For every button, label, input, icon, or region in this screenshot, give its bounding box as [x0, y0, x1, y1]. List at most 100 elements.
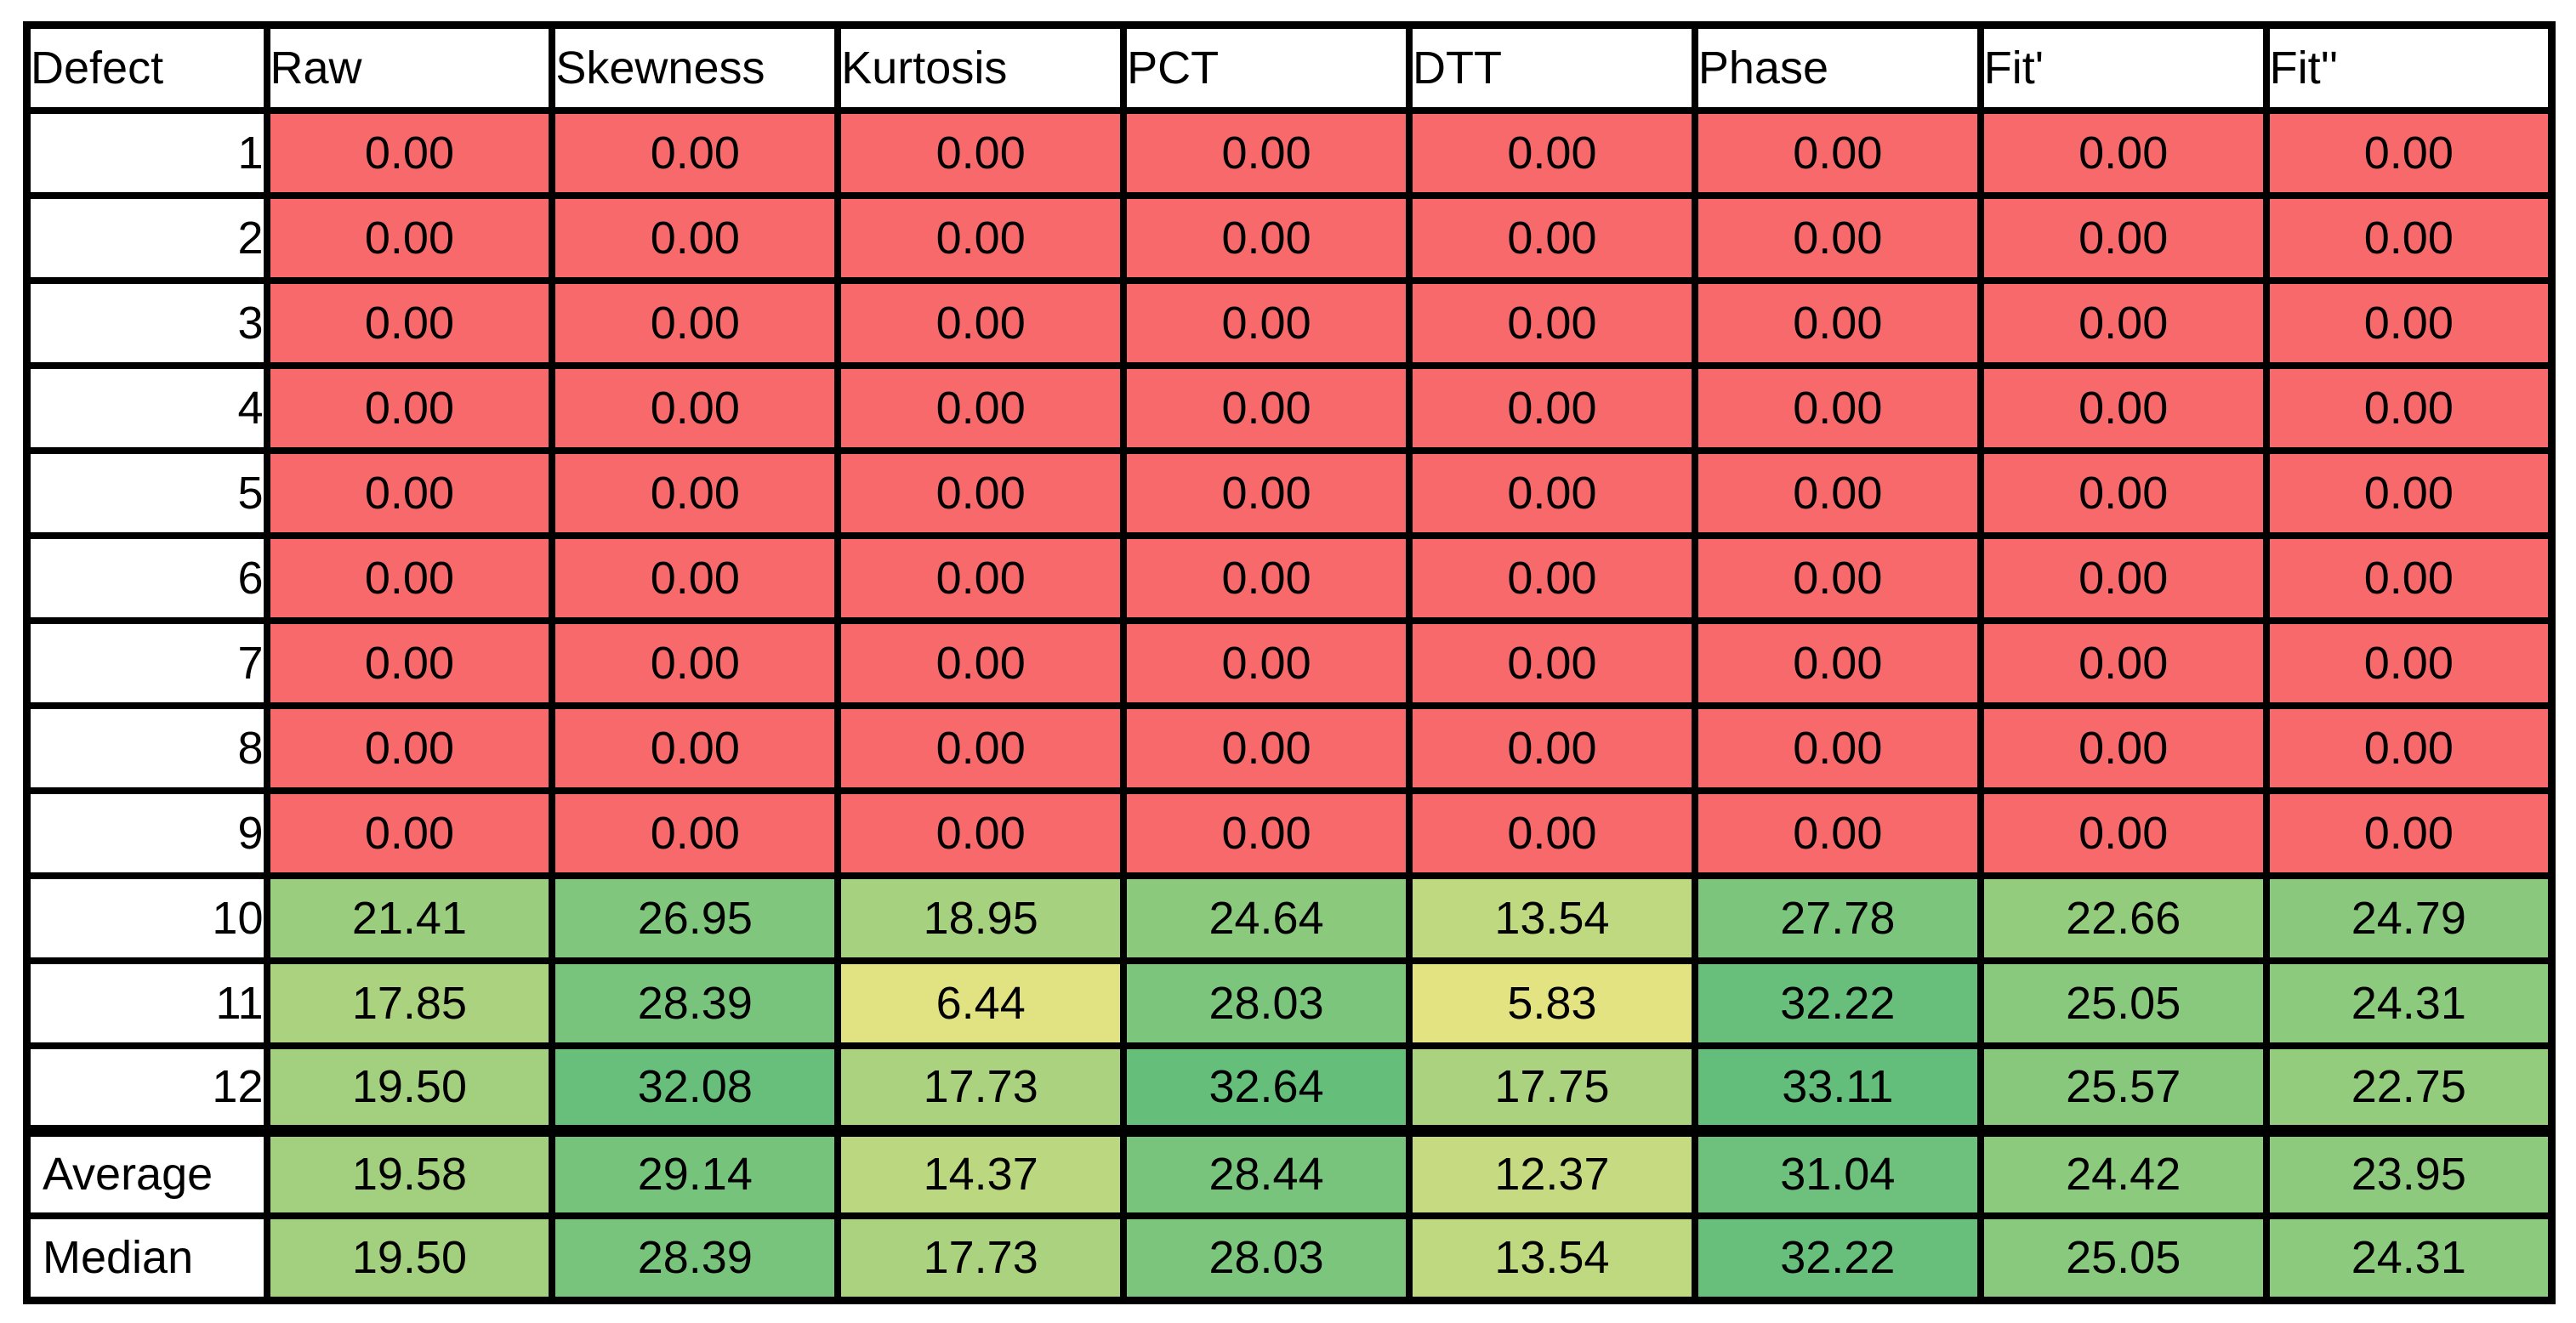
value-cell: 19.50	[263, 1212, 556, 1304]
column-header-8: Fit''	[2262, 21, 2556, 114]
table-row-4: 4 0.00 0.00 0.00 0.00 0.00 0.00 0.00 0.00	[23, 361, 2556, 454]
value-cell: 0.00	[549, 531, 842, 624]
value-cell: 0.00	[263, 616, 556, 709]
value-cell: 25.05	[1976, 1212, 2270, 1304]
value-cell: 29.14	[549, 1124, 842, 1219]
value-cell: 28.03	[1120, 957, 1413, 1049]
value-cell: 19.50	[263, 1042, 556, 1134]
column-header-2: Skewness	[549, 21, 842, 114]
value-cell: 0.00	[1976, 276, 2270, 369]
value-cell: 0.00	[834, 361, 1128, 454]
column-header-0: Defect	[23, 21, 270, 114]
value-cell: 0.00	[2262, 191, 2556, 284]
value-cell: 0.00	[263, 446, 556, 539]
value-cell: 0.00	[549, 701, 842, 794]
row-label-average: Average	[23, 1124, 270, 1219]
value-cell: 5.83	[1406, 957, 1698, 1049]
value-cell: 18.95	[834, 872, 1128, 964]
defect-metrics-table: Defect Raw Skewness Kurtosis PCT DTT Phase Fit'…	[23, 21, 2556, 1304]
column-header-5: DTT	[1406, 21, 1698, 114]
value-cell: 0.00	[1406, 531, 1698, 624]
value-cell: 0.00	[2262, 446, 2556, 539]
table-row-1: 1 0.00 0.00 0.00 0.00 0.00 0.00 0.00 0.00	[23, 106, 2556, 199]
table-row-3: 3 0.00 0.00 0.00 0.00 0.00 0.00 0.00 0.00	[23, 276, 2556, 369]
spreadsheet-sheet: Defect Raw Skewness Kurtosis PCT DTT Phase Fit'…	[23, 21, 2556, 1304]
value-cell: 19.58	[263, 1124, 556, 1219]
value-cell: 0.00	[263, 191, 556, 284]
value-cell: 0.00	[1120, 616, 1413, 709]
value-cell: 0.00	[834, 786, 1128, 879]
value-cell: 0.00	[1691, 786, 1984, 879]
value-cell: 0.00	[834, 701, 1128, 794]
column-header-1: Raw	[263, 21, 556, 114]
column-header-7: Fit'	[1976, 21, 2270, 114]
value-cell: 0.00	[834, 276, 1128, 369]
table-body: 1 0.00 0.00 0.00 0.00 0.00 0.00 0.00 0.00 2 0.00 0.…	[23, 106, 2556, 1304]
value-cell: 14.37	[834, 1124, 1128, 1219]
value-cell: 0.00	[549, 446, 842, 539]
value-cell: 0.00	[2262, 786, 2556, 879]
row-label-9: 9	[23, 786, 270, 879]
header-row: Defect Raw Skewness Kurtosis PCT DTT Phase Fit'…	[23, 21, 2556, 114]
value-cell: 32.22	[1691, 1212, 1984, 1304]
value-cell: 24.31	[2262, 957, 2556, 1049]
value-cell: 0.00	[549, 616, 842, 709]
value-cell: 0.00	[834, 531, 1128, 624]
value-cell: 0.00	[1976, 106, 2270, 199]
row-label-median: Median	[23, 1212, 270, 1304]
row-label-10: 10	[23, 872, 270, 964]
value-cell: 0.00	[834, 191, 1128, 284]
value-cell: 0.00	[549, 191, 842, 284]
value-cell: 0.00	[834, 446, 1128, 539]
column-header-3: Kurtosis	[834, 21, 1128, 114]
value-cell: 0.00	[263, 276, 556, 369]
value-cell: 0.00	[1691, 531, 1984, 624]
value-cell: 0.00	[2262, 531, 2556, 624]
value-cell: 0.00	[549, 361, 842, 454]
table-row-2: 2 0.00 0.00 0.00 0.00 0.00 0.00 0.00 0.00	[23, 191, 2556, 284]
value-cell: 0.00	[1691, 701, 1984, 794]
value-cell: 25.57	[1976, 1042, 2270, 1134]
value-cell: 6.44	[834, 957, 1128, 1049]
value-cell: 0.00	[2262, 701, 2556, 794]
value-cell: 28.44	[1120, 1124, 1413, 1219]
row-label-3: 3	[23, 276, 270, 369]
value-cell: 0.00	[549, 106, 842, 199]
value-cell: 0.00	[1120, 786, 1413, 879]
value-cell: 24.64	[1120, 872, 1413, 964]
value-cell: 0.00	[1691, 191, 1984, 284]
table-row-10: 10 21.41 26.95 18.95 24.64 13.54 27.78 22.66 24.…	[23, 872, 2556, 964]
value-cell: 0.00	[263, 361, 556, 454]
row-label-4: 4	[23, 361, 270, 454]
value-cell: 0.00	[1976, 446, 2270, 539]
value-cell: 22.66	[1976, 872, 2270, 964]
table-row-9: 9 0.00 0.00 0.00 0.00 0.00 0.00 0.00 0.00	[23, 786, 2556, 879]
column-header-6: Phase	[1691, 21, 1984, 114]
value-cell: 17.75	[1406, 1042, 1698, 1134]
value-cell: 0.00	[1406, 361, 1698, 454]
table-row-7: 7 0.00 0.00 0.00 0.00 0.00 0.00 0.00 0.00	[23, 616, 2556, 709]
value-cell: 0.00	[834, 616, 1128, 709]
value-cell: 13.54	[1406, 872, 1698, 964]
value-cell: 0.00	[1406, 106, 1698, 199]
value-cell: 0.00	[1120, 276, 1413, 369]
row-label-11: 11	[23, 957, 270, 1049]
value-cell: 24.42	[1976, 1124, 2270, 1219]
value-cell: 28.03	[1120, 1212, 1413, 1304]
value-cell: 25.05	[1976, 957, 2270, 1049]
row-label-2: 2	[23, 191, 270, 284]
table-row-5: 5 0.00 0.00 0.00 0.00 0.00 0.00 0.00 0.00	[23, 446, 2556, 539]
row-label-6: 6	[23, 531, 270, 624]
value-cell: 13.54	[1406, 1212, 1698, 1304]
row-label-12: 12	[23, 1042, 270, 1134]
value-cell: 32.08	[549, 1042, 842, 1134]
value-cell: 0.00	[2262, 106, 2556, 199]
value-cell: 0.00	[1976, 361, 2270, 454]
table-row-median: Median 19.50 28.39 17.73 28.03 13.54 32.22 25.0…	[23, 1212, 2556, 1304]
value-cell: 0.00	[549, 276, 842, 369]
value-cell: 0.00	[1120, 531, 1413, 624]
value-cell: 24.31	[2262, 1212, 2556, 1304]
value-cell: 28.39	[549, 957, 842, 1049]
value-cell: 0.00	[1406, 616, 1698, 709]
value-cell: 17.73	[834, 1212, 1128, 1304]
